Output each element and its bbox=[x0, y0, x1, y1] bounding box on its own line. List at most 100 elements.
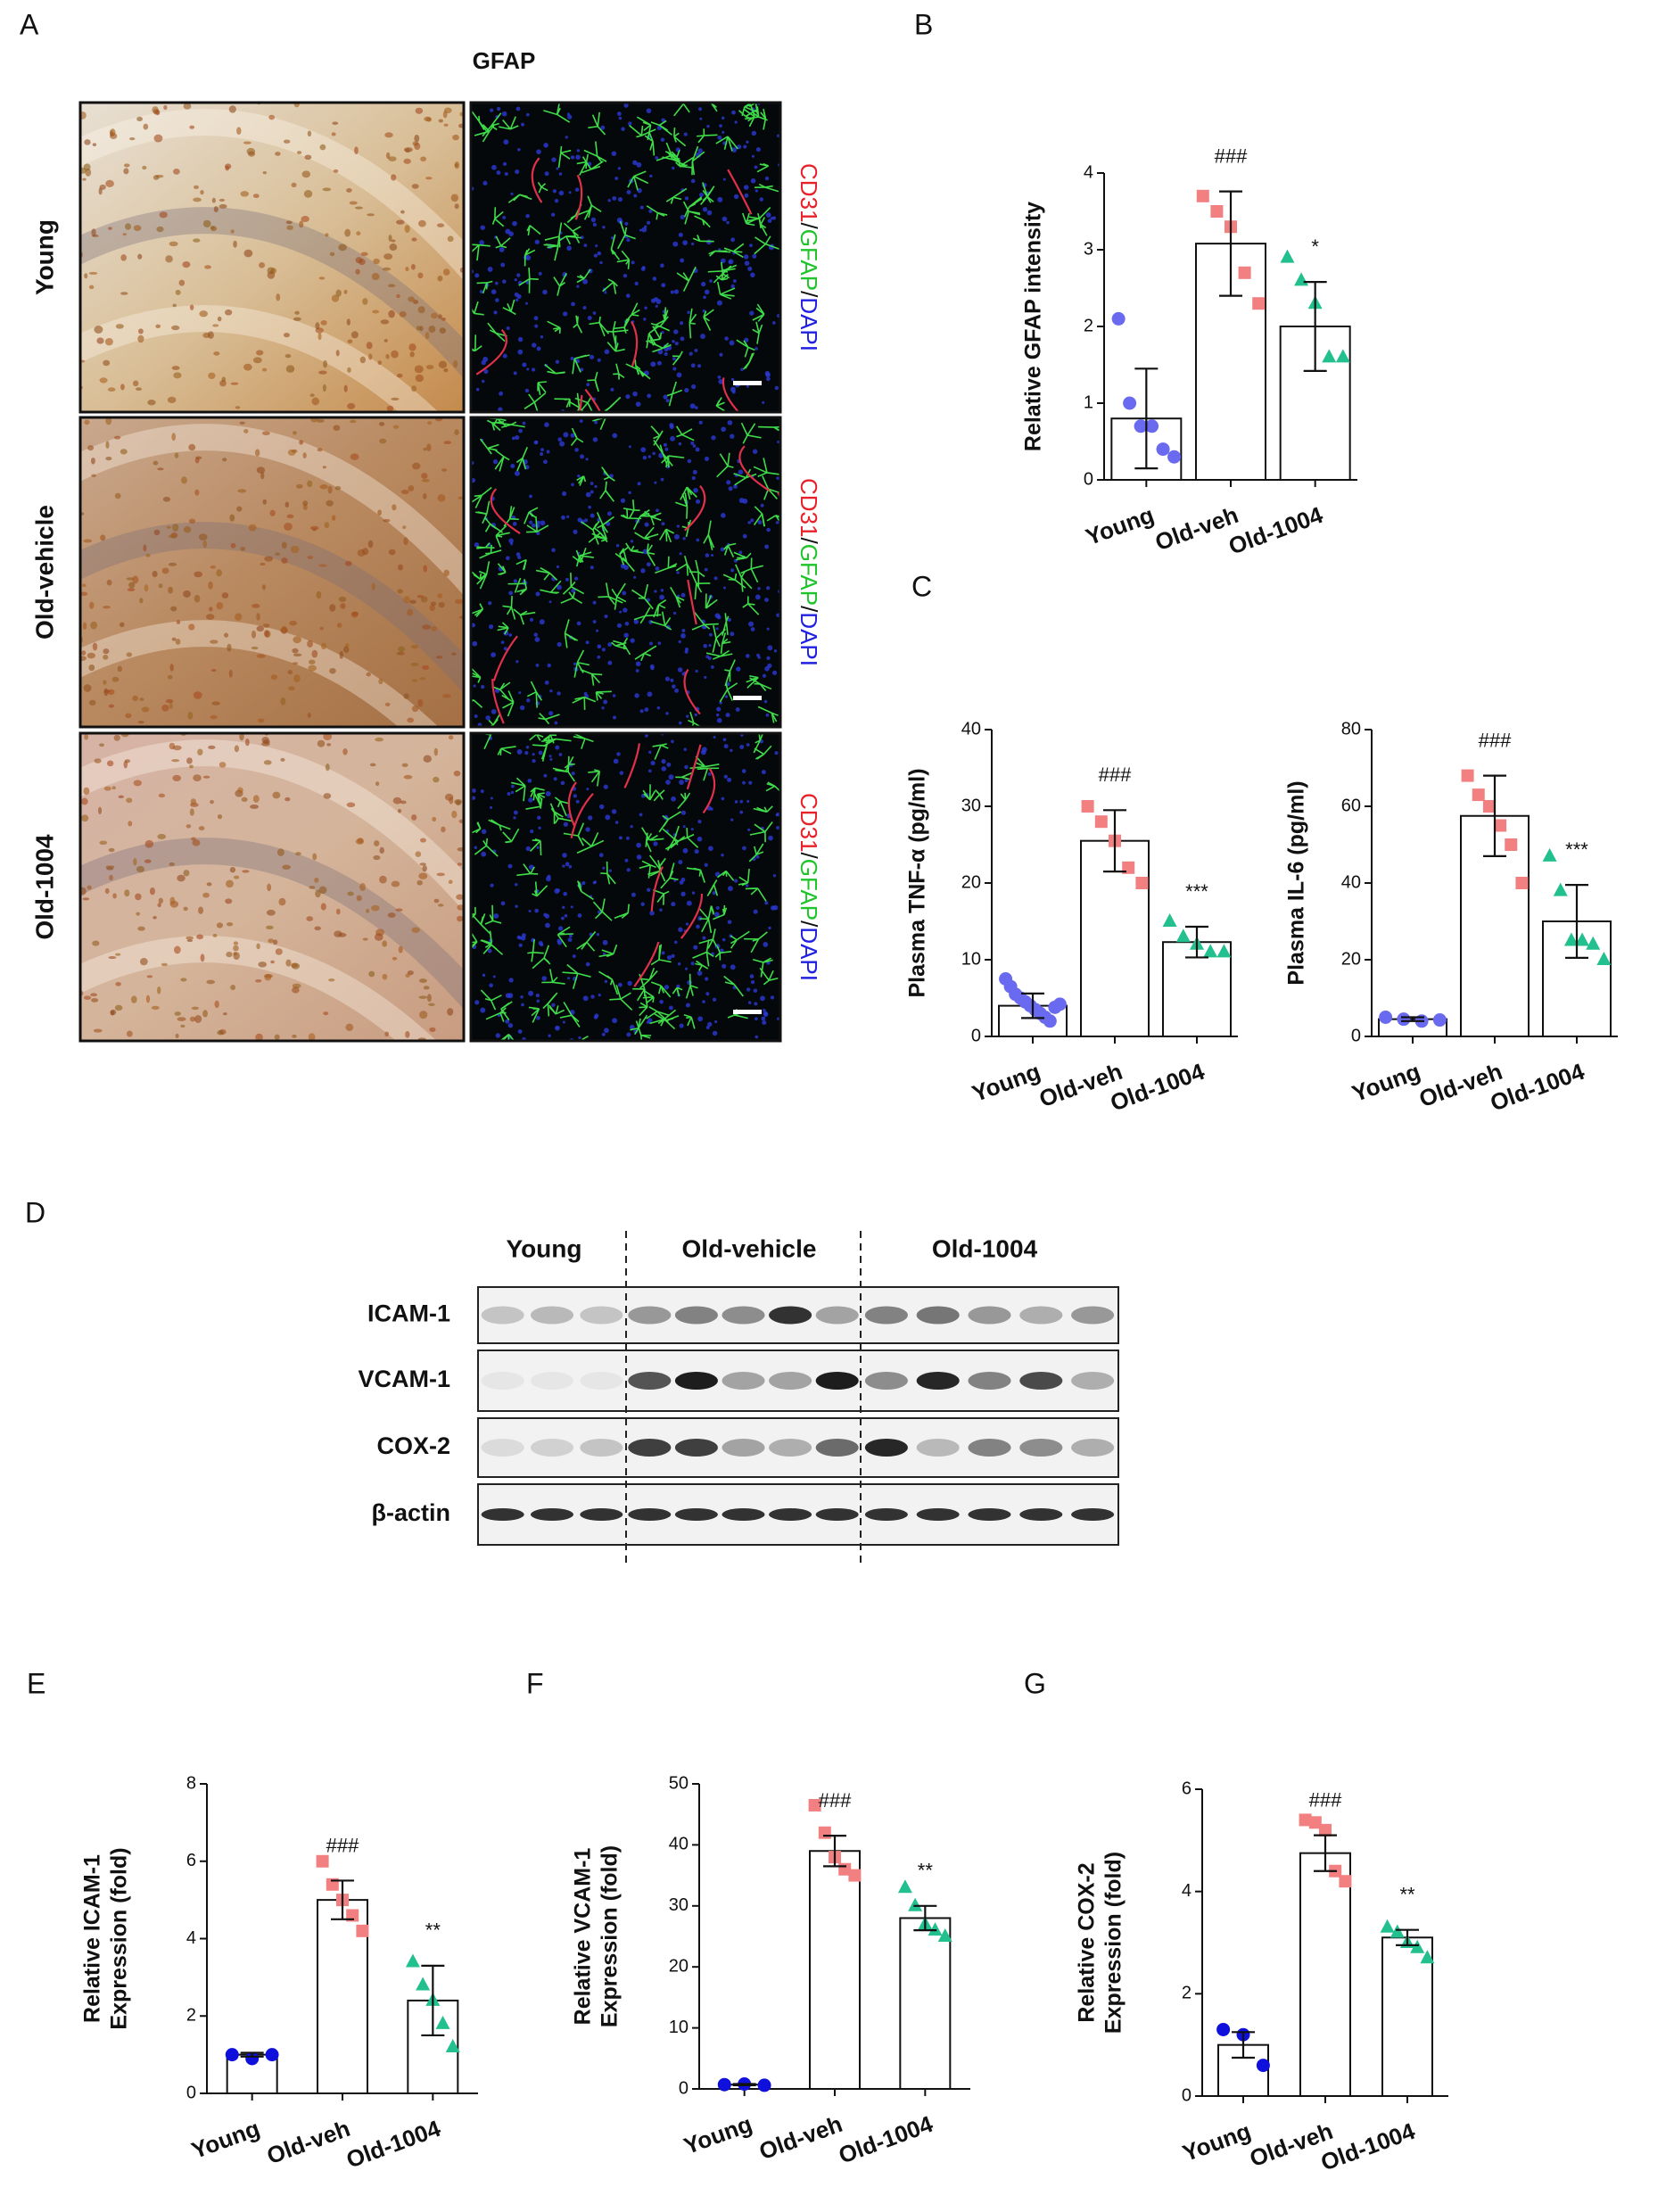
cell bbox=[338, 243, 347, 252]
band bbox=[481, 1439, 524, 1457]
band bbox=[1019, 1306, 1063, 1325]
astrocyte bbox=[640, 653, 646, 662]
data-point bbox=[416, 1977, 431, 1991]
nucleus bbox=[482, 356, 489, 362]
astrocyte bbox=[501, 1034, 510, 1041]
cell bbox=[87, 652, 95, 659]
nucleus bbox=[561, 515, 565, 520]
nucleus bbox=[661, 283, 666, 288]
nucleus bbox=[766, 627, 770, 631]
astrocyte bbox=[664, 1009, 677, 1020]
nucleus bbox=[557, 926, 564, 931]
cell bbox=[223, 632, 229, 638]
astrocyte bbox=[712, 938, 718, 947]
cell bbox=[396, 293, 400, 299]
cell bbox=[388, 549, 396, 556]
cell bbox=[202, 540, 208, 549]
nucleus bbox=[734, 800, 738, 804]
astrocyte bbox=[558, 272, 567, 287]
cell bbox=[307, 130, 312, 137]
cell bbox=[105, 417, 112, 425]
astrocyte bbox=[661, 611, 666, 626]
nucleus bbox=[608, 869, 612, 872]
nucleus bbox=[752, 449, 758, 454]
cell bbox=[171, 325, 180, 331]
astrocyte bbox=[758, 116, 768, 121]
vessel bbox=[633, 941, 660, 987]
astrocyte bbox=[576, 276, 585, 279]
astrocyte bbox=[569, 400, 580, 409]
astrocyte bbox=[530, 866, 535, 874]
astrocyte bbox=[489, 930, 492, 944]
astrocyte bbox=[515, 558, 527, 565]
nucleus bbox=[604, 1028, 609, 1034]
cell bbox=[433, 776, 440, 783]
cell bbox=[169, 702, 173, 709]
astrocyte bbox=[734, 476, 746, 486]
cell bbox=[278, 897, 286, 906]
astrocyte bbox=[499, 126, 511, 130]
nucleus bbox=[556, 167, 559, 170]
nucleus bbox=[691, 475, 696, 481]
nucleus bbox=[615, 544, 620, 548]
vessel bbox=[727, 169, 753, 215]
astrocyte bbox=[631, 499, 635, 510]
nucleus bbox=[649, 641, 654, 646]
nucleus bbox=[580, 367, 584, 372]
cell bbox=[157, 903, 161, 908]
astrocyte bbox=[720, 951, 732, 954]
nucleus bbox=[749, 243, 753, 248]
nucleus bbox=[567, 114, 573, 120]
nucleus bbox=[641, 227, 647, 233]
cell bbox=[137, 720, 144, 724]
nucleus bbox=[730, 377, 735, 382]
astrocyte bbox=[688, 719, 695, 724]
y-axis-label: Relative COX-2 bbox=[1075, 1862, 1100, 2022]
nucleus bbox=[744, 193, 749, 198]
nucleus bbox=[708, 632, 713, 637]
astrocyte bbox=[579, 161, 588, 176]
band bbox=[815, 1439, 859, 1457]
nucleus bbox=[571, 772, 575, 776]
vessel bbox=[650, 866, 664, 912]
astrocyte bbox=[650, 425, 661, 436]
data-point bbox=[1563, 932, 1579, 946]
astrocyte bbox=[656, 1011, 670, 1017]
astrocyte bbox=[491, 944, 498, 950]
nucleus bbox=[751, 154, 755, 158]
vessel bbox=[584, 388, 602, 412]
astrocyte bbox=[676, 987, 680, 997]
astrocyte bbox=[672, 159, 687, 167]
astrocyte bbox=[673, 838, 679, 846]
nucleus bbox=[631, 892, 636, 897]
astrocyte bbox=[748, 854, 757, 863]
cell bbox=[284, 522, 293, 531]
nucleus bbox=[595, 244, 598, 248]
astrocyte bbox=[727, 452, 730, 466]
astrocyte bbox=[487, 443, 499, 450]
band bbox=[531, 1306, 573, 1325]
cell bbox=[395, 908, 403, 912]
nucleus bbox=[576, 149, 581, 153]
astrocyte bbox=[766, 515, 777, 522]
nucleus bbox=[674, 342, 679, 346]
cell bbox=[426, 443, 432, 452]
significance: ### bbox=[1215, 144, 1248, 167]
astrocyte bbox=[754, 846, 757, 855]
astrocyte bbox=[668, 393, 673, 407]
nucleus bbox=[558, 172, 563, 176]
nucleus bbox=[746, 140, 749, 144]
astrocyte bbox=[740, 570, 746, 578]
cell bbox=[286, 514, 294, 519]
nucleus bbox=[746, 987, 751, 992]
nucleus bbox=[559, 441, 565, 447]
cell bbox=[252, 194, 260, 199]
cell bbox=[219, 380, 227, 387]
nucleus bbox=[682, 240, 689, 246]
nucleus bbox=[697, 970, 703, 976]
cell bbox=[170, 606, 177, 612]
nucleus bbox=[604, 614, 608, 619]
nucleus bbox=[691, 891, 696, 895]
nucleus bbox=[535, 993, 540, 998]
nucleus bbox=[570, 905, 573, 909]
